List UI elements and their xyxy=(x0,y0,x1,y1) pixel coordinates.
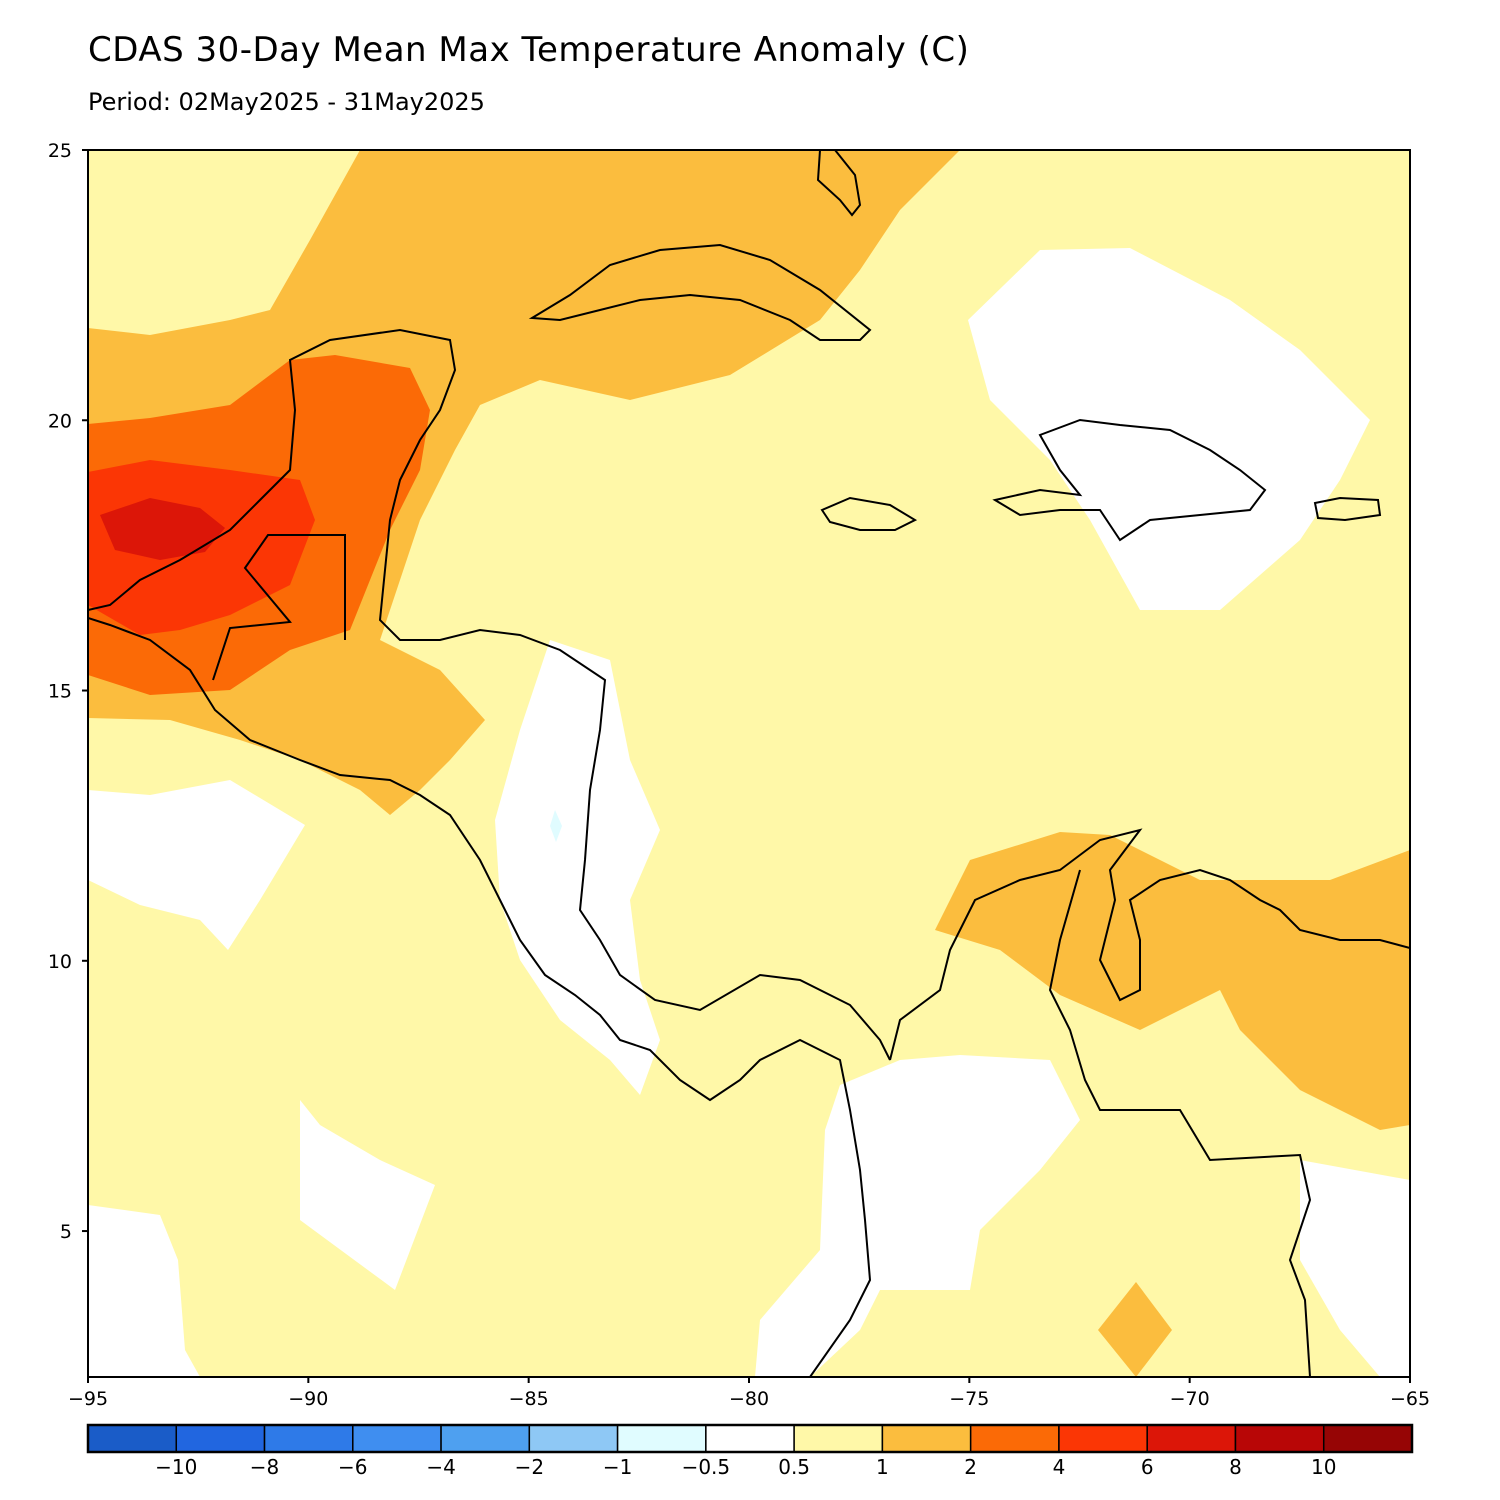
coastline-puerto-rico xyxy=(1313,496,1382,522)
border-colombia-venezuela xyxy=(1048,869,1312,1377)
anomaly-region-neutral xyxy=(300,1100,435,1290)
anomaly-region-neutral xyxy=(88,780,305,950)
border-guatemala xyxy=(212,534,346,681)
colorbar-label: −4 xyxy=(426,1455,455,1479)
colorbar-swatch xyxy=(616,1424,707,1453)
map-title: CDAS 30-Day Mean Max Temperature Anomaly… xyxy=(88,30,970,70)
lat-tick-label: 15 xyxy=(48,681,72,703)
colorbar-label: 10 xyxy=(1311,1455,1336,1479)
lat-tick-label: 25 xyxy=(48,140,72,162)
coastline-central-america xyxy=(88,617,872,1377)
colorbar-swatch xyxy=(969,1424,1060,1453)
colorbar-label: 8 xyxy=(1229,1455,1242,1479)
colorbar-swatch xyxy=(440,1424,531,1453)
lat-tick-label: 5 xyxy=(60,1221,72,1243)
colorbar-swatch xyxy=(1322,1424,1413,1453)
anomaly-band-1-2 xyxy=(935,832,1410,1130)
colorbar: −10 −8 −6 −4 −2 −1 −0.5 0.5 1 2 4 6 8 10 xyxy=(86,1423,1414,1479)
coastline-jamaica xyxy=(820,496,918,531)
colorbar-swatch xyxy=(793,1424,884,1453)
coastline-cuba xyxy=(528,243,872,341)
colorbar-swatch xyxy=(705,1424,795,1453)
colorbar-label: 0.5 xyxy=(778,1455,810,1479)
coastline-hispaniola xyxy=(992,418,1267,542)
anomaly-region-neutral xyxy=(88,1205,200,1377)
anomaly-region-neutral xyxy=(1300,1160,1410,1377)
colorbar-swatch xyxy=(87,1424,178,1453)
colorbar-swatch xyxy=(881,1424,972,1453)
lat-tick-label: 20 xyxy=(48,410,72,432)
colorbar-label: −6 xyxy=(338,1455,367,1479)
coastline-florida xyxy=(816,150,862,217)
anomaly-field xyxy=(88,150,1410,1377)
colorbar-frame xyxy=(86,1423,1414,1454)
colorbar-label: −1 xyxy=(603,1455,632,1479)
anomaly-band-1-2 xyxy=(88,150,960,815)
colorbar-label: −2 xyxy=(515,1455,544,1479)
map-subtitle: Period: 02May2025 - 31May2025 xyxy=(88,88,485,116)
colorbar-swatch xyxy=(1058,1424,1148,1453)
colorbar-swatch xyxy=(352,1424,442,1453)
lon-tick-label: −95 xyxy=(68,1388,108,1410)
anomaly-region-neutral xyxy=(495,640,660,1095)
colorbar-label: −10 xyxy=(155,1455,197,1479)
lon-axis: −95 −90 −85 −80 −75 −70 −65 xyxy=(68,1377,1430,1410)
anomaly-band-6-8 xyxy=(100,498,225,560)
colorbar-swatch xyxy=(263,1424,354,1453)
lon-tick-label: −70 xyxy=(1170,1388,1210,1410)
colorbar-label: 1 xyxy=(876,1455,889,1479)
lat-axis: 25 20 15 10 5 xyxy=(48,140,88,1243)
colorbar-swatch xyxy=(1146,1424,1237,1453)
colorbar-label: −0.5 xyxy=(682,1455,731,1479)
coastlines xyxy=(88,150,1410,1377)
lon-tick-label: −65 xyxy=(1390,1388,1430,1410)
lat-tick-label: 10 xyxy=(48,951,72,973)
coastline-south-america xyxy=(889,828,1410,1061)
anomaly-region-slight-cool xyxy=(550,810,562,842)
colorbar-label: 4 xyxy=(1053,1455,1066,1479)
colorbar-label: −8 xyxy=(250,1455,279,1479)
anomaly-region-neutral xyxy=(755,1055,1080,1377)
lon-tick-label: −85 xyxy=(509,1388,549,1410)
colorbar-swatch xyxy=(528,1424,619,1453)
colorbar-label: 6 xyxy=(1141,1455,1154,1479)
anomaly-band-1-2 xyxy=(1098,1282,1172,1377)
lon-tick-label: −75 xyxy=(949,1388,989,1410)
lon-tick-label: −90 xyxy=(288,1388,328,1410)
coastline-central-america-caribbean xyxy=(88,328,891,1061)
colorbar-label: 2 xyxy=(964,1455,977,1479)
colorbar-swatch xyxy=(1234,1424,1325,1453)
colorbar-swatch xyxy=(175,1424,266,1453)
lon-tick-label: −80 xyxy=(729,1388,769,1410)
